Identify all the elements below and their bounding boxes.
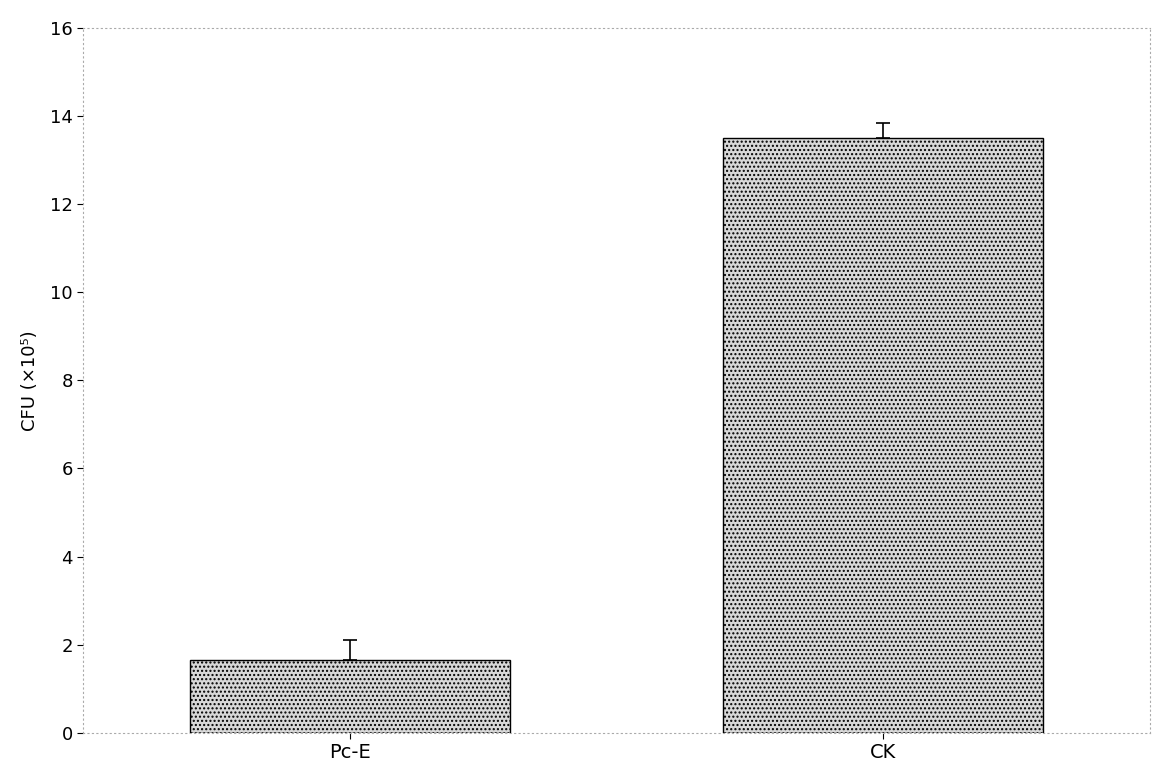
- Y-axis label: CFU (×10⁵): CFU (×10⁵): [21, 330, 39, 431]
- Bar: [190, 660, 511, 733]
- Bar: [724, 138, 1043, 733]
